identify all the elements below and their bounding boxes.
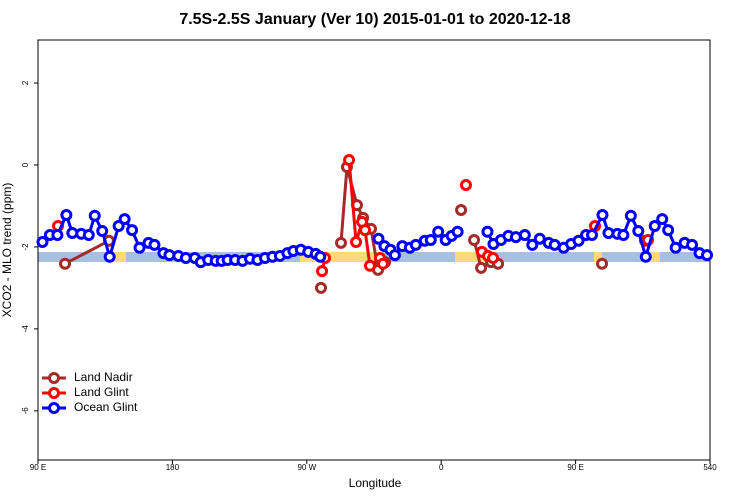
data-point xyxy=(359,224,372,237)
y-tick-label: -6 xyxy=(21,407,30,415)
data-point xyxy=(133,241,146,254)
x-tick-label: 540 xyxy=(703,463,717,472)
data-point xyxy=(314,281,327,294)
x-tick-label: 180 xyxy=(166,463,180,472)
x-tick-label: 90 E xyxy=(567,463,583,472)
data-point xyxy=(424,233,437,246)
data-point xyxy=(624,209,637,222)
data-point xyxy=(36,236,49,249)
legend-label: Land Glint xyxy=(74,385,129,399)
data-point xyxy=(334,236,347,249)
data-point xyxy=(596,257,609,270)
data-point xyxy=(88,209,101,222)
data-point xyxy=(596,208,609,221)
data-point xyxy=(112,220,125,233)
data-point xyxy=(533,232,546,245)
data-point xyxy=(662,224,675,237)
data-point xyxy=(487,251,500,264)
data-point xyxy=(648,220,661,233)
data-point xyxy=(314,250,327,263)
data-point xyxy=(409,238,422,251)
y-axis-label: XCO2 - MLO trend (ppm) xyxy=(0,183,14,318)
legend-marker xyxy=(48,402,60,414)
data-point xyxy=(376,257,389,270)
data-point xyxy=(686,238,699,251)
data-point xyxy=(350,236,363,249)
data-point xyxy=(103,250,116,263)
data-point xyxy=(468,233,481,246)
land-band xyxy=(455,252,491,262)
data-point xyxy=(669,241,682,254)
data-point xyxy=(60,208,73,221)
land-mask xyxy=(38,252,710,262)
y-tick-label: -2 xyxy=(21,243,30,251)
x-axis-label: Longitude xyxy=(349,476,402,490)
chart-title: 7.5S-2.5S January (Ver 10) 2015-01-01 to… xyxy=(179,11,570,28)
data-point xyxy=(481,225,494,238)
data-point xyxy=(432,225,445,238)
data-point xyxy=(701,249,714,262)
data-point xyxy=(656,213,669,226)
data-point xyxy=(126,224,139,237)
data-point xyxy=(526,238,539,251)
data-point xyxy=(451,225,464,238)
data-point xyxy=(455,204,468,217)
legend-label: Land Nadir xyxy=(74,370,133,384)
y-tick-label: -4 xyxy=(21,325,30,333)
data-point xyxy=(148,238,161,251)
y-tick-label: 0 xyxy=(21,162,30,167)
data-point xyxy=(118,213,131,226)
data-point xyxy=(350,199,363,212)
data-point xyxy=(59,257,72,270)
legend-label: Ocean Glint xyxy=(74,400,138,414)
land-band xyxy=(644,252,660,262)
land-band xyxy=(108,252,126,262)
data-point xyxy=(572,234,585,247)
legend-marker xyxy=(48,372,60,384)
data-point xyxy=(617,229,630,242)
data-point xyxy=(51,229,64,242)
data-point xyxy=(363,259,376,272)
data-point xyxy=(316,265,329,278)
data-point xyxy=(343,154,356,167)
data-point xyxy=(586,229,599,242)
data-point xyxy=(372,232,385,245)
land-band xyxy=(300,252,382,262)
data-point xyxy=(475,261,488,274)
legend-marker xyxy=(48,387,60,399)
x-tick-label: 90 W xyxy=(297,463,316,472)
data-point xyxy=(639,250,652,263)
data-point xyxy=(459,179,472,192)
x-tick-label: 0 xyxy=(439,463,444,472)
land-band xyxy=(594,252,602,262)
data-point xyxy=(96,224,109,237)
data-point xyxy=(388,249,401,262)
data-point xyxy=(82,229,95,242)
data-point xyxy=(518,229,531,242)
data-point xyxy=(632,224,645,237)
y-tick-label: 2 xyxy=(21,80,30,85)
x-tick-label: 90 E xyxy=(30,463,46,472)
